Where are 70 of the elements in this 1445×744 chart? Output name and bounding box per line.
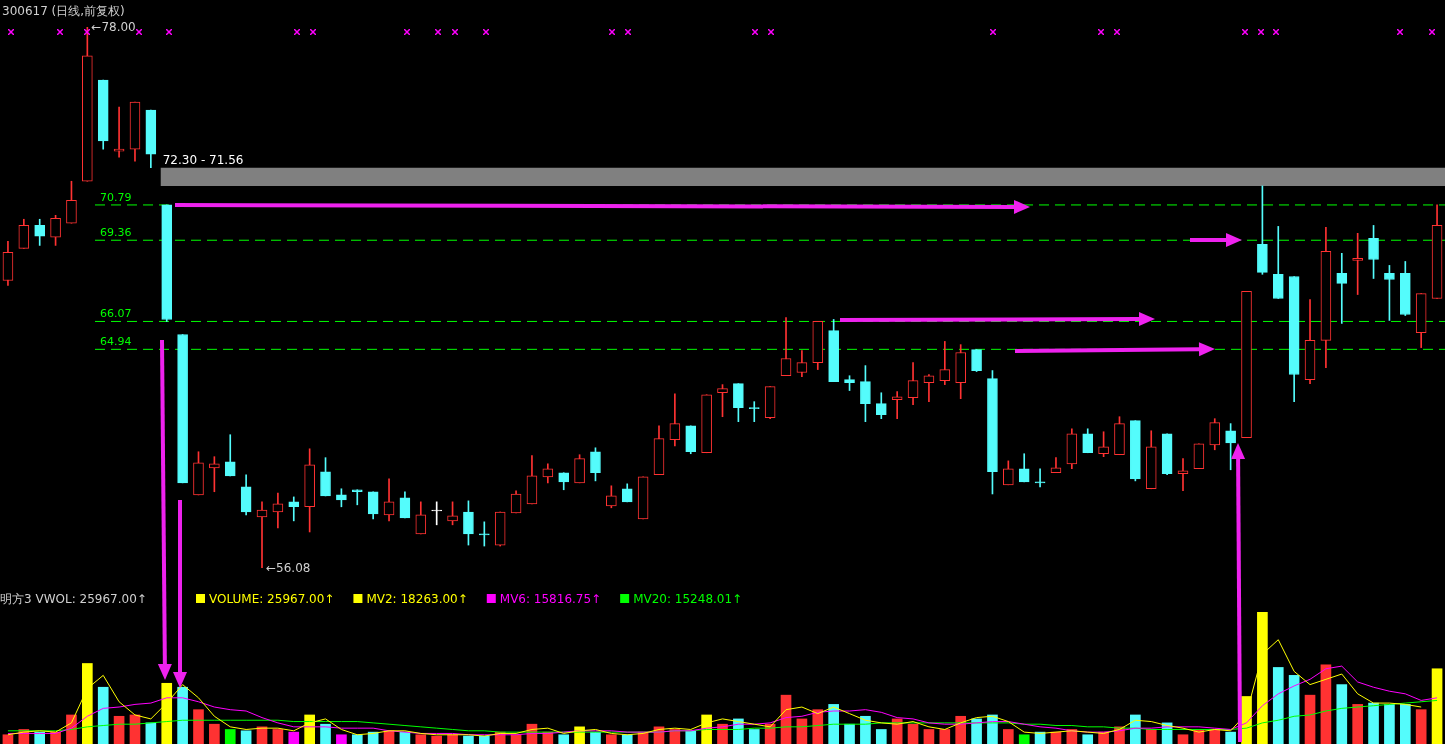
bar (606, 734, 617, 744)
bar (351, 734, 363, 744)
bar (1368, 702, 1379, 744)
bar (812, 709, 824, 744)
bar (1018, 734, 1030, 744)
bar (209, 723, 220, 744)
bar (1225, 731, 1236, 744)
legend-label: MV2: 18263.00↑ (366, 592, 468, 606)
bar (1304, 694, 1316, 744)
bar (1399, 704, 1411, 744)
bar (193, 709, 204, 744)
candlestick (431, 501, 443, 526)
bar (923, 729, 935, 744)
candlestick (1177, 458, 1189, 492)
chart-title: 300617 (日线,前复权) (2, 4, 125, 18)
bar (320, 723, 331, 744)
bar (415, 734, 427, 744)
bar (907, 723, 919, 744)
ref-line-label: 70.79 (100, 190, 132, 204)
bar (336, 734, 347, 744)
annotation: ←56.08 (266, 561, 311, 575)
bar (748, 729, 760, 744)
bar (478, 735, 490, 744)
bar (558, 734, 570, 744)
bar (1209, 729, 1221, 744)
bar (463, 735, 474, 744)
ref-line-label: 66.07 (100, 307, 132, 321)
bar (272, 729, 284, 744)
bar (1177, 734, 1189, 744)
annotation: ←78.00 (91, 20, 136, 34)
bar (224, 729, 236, 744)
legend-label: MV20: 15248.01↑ (633, 592, 743, 606)
bar (685, 730, 697, 744)
bar (1384, 704, 1395, 744)
bar (447, 734, 458, 744)
bar (288, 731, 300, 744)
ref-line-label: 64.94 (100, 335, 132, 349)
legend-label: VOLUME: 25967.00↑ (209, 592, 335, 606)
bar (1272, 667, 1284, 744)
bar (1415, 709, 1427, 744)
candlestick (891, 391, 903, 420)
candlestick (351, 489, 363, 506)
chart-title: 明方3 VWOL: 25967.00↑ (0, 592, 147, 606)
bar (844, 723, 855, 744)
bar (2, 734, 14, 744)
bar (860, 715, 871, 744)
bar (240, 730, 252, 744)
bar (1336, 684, 1348, 744)
bar (590, 731, 601, 744)
bar (1082, 734, 1094, 744)
bar (113, 715, 125, 744)
bar (1002, 729, 1014, 744)
bar (1145, 729, 1157, 744)
candlestick (478, 521, 490, 547)
bar (97, 686, 109, 744)
bar (939, 729, 951, 744)
bar (145, 722, 157, 744)
bar (1431, 668, 1443, 744)
bar (1130, 714, 1141, 744)
bar (1352, 704, 1363, 744)
candlestick (1034, 468, 1046, 488)
ref-line-label: 69.36 (100, 226, 132, 240)
bar (1288, 675, 1300, 744)
bar (34, 731, 46, 744)
bar (875, 729, 887, 744)
candlestick (1336, 252, 1348, 324)
bar (431, 735, 443, 744)
bar (1320, 664, 1332, 744)
legend-label: MV6: 15816.75↑ (499, 592, 602, 606)
band-label: 72.30 - 71.56 (162, 152, 244, 167)
